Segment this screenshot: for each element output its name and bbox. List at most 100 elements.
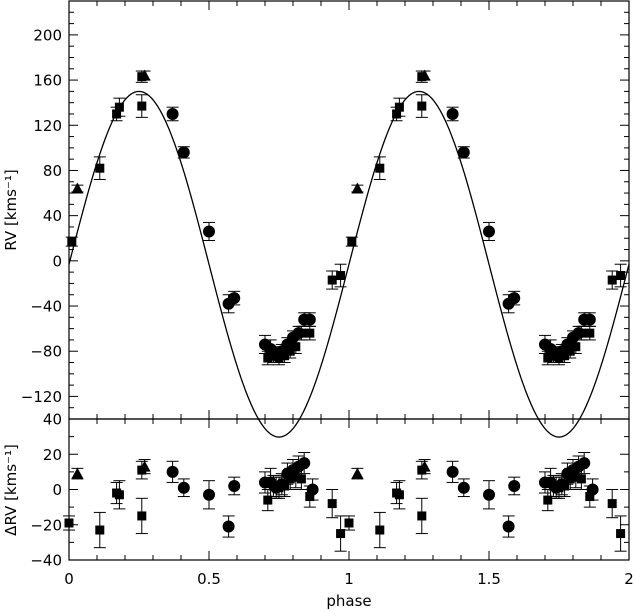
square-marker — [114, 490, 124, 500]
top-y-tick-label: −40 — [30, 298, 62, 316]
square-marker — [394, 102, 404, 112]
x-tick-label: 0.5 — [197, 570, 221, 588]
square-marker — [95, 163, 105, 173]
square-marker — [263, 353, 273, 363]
top-y-tick-label: 120 — [33, 117, 62, 135]
top-data-point-square — [415, 94, 428, 118]
top-data-point-square — [326, 270, 339, 290]
square-marker — [394, 490, 404, 500]
square-marker — [375, 525, 385, 535]
square-marker — [67, 237, 77, 247]
top-data-point-square — [345, 236, 358, 247]
square-marker — [607, 499, 617, 509]
bottom-data-point-square — [373, 511, 386, 549]
bottom-data-point-triangle — [418, 459, 431, 475]
square-marker — [554, 353, 564, 363]
top-data-point-circle — [508, 290, 521, 306]
bottom-data-point-square — [614, 515, 627, 552]
bottom-data-point-square — [553, 476, 565, 499]
square-marker — [560, 481, 570, 491]
square-marker — [548, 351, 558, 361]
x-tick-label: 1 — [344, 570, 354, 588]
top-data-point-triangle — [71, 182, 84, 194]
bottom-panel-ticks — [68, 418, 630, 561]
triangle-marker — [351, 467, 364, 479]
bottom-data-point-square — [135, 497, 148, 535]
circle-marker — [578, 457, 591, 470]
circle-marker — [228, 292, 241, 305]
square-marker — [280, 351, 290, 361]
top-data-point-circle — [203, 221, 215, 242]
circle-marker — [457, 481, 470, 494]
bottom-y-tick-label: 0 — [52, 481, 62, 499]
square-marker — [291, 342, 301, 352]
bottom-data-point-circle — [222, 515, 235, 538]
top-panel-ticks — [68, 0, 630, 420]
top-data-point-circle — [228, 290, 241, 306]
bottom-data-point-circle — [457, 478, 470, 498]
square-marker — [565, 474, 575, 484]
square-marker — [560, 351, 570, 361]
square-marker — [417, 101, 427, 111]
circle-marker — [457, 146, 470, 159]
top-data-point-square — [135, 94, 148, 118]
bottom-data-point-circle — [578, 451, 591, 475]
top-y-tick-label: 200 — [33, 26, 62, 44]
bottom-data-point-square — [113, 480, 126, 510]
square-marker — [347, 237, 357, 247]
square-marker — [114, 102, 124, 112]
bottom-data-point-square — [564, 467, 577, 490]
bottom-data-point-square — [393, 480, 406, 510]
triangle-marker — [138, 69, 151, 81]
top-data-point-square — [284, 343, 297, 359]
circle-marker — [177, 146, 190, 159]
top-data-point-square — [93, 156, 106, 180]
top-y-axis-label: RV [kms⁻¹] — [2, 169, 20, 250]
top-data-point-circle — [483, 221, 495, 242]
bottom-data-point-triangle — [351, 467, 364, 480]
model-rv-curve — [68, 90, 630, 438]
top-panel: −120 −80 −40 0 40 80 120 160 200 RV [kms⁻¹] — [2, 0, 630, 438]
circle-marker — [177, 481, 190, 494]
bottom-panel: −40 −20 0 20 40 0 0.5 1 1.5 2 ΔRV [kms⁻¹] phase — [2, 411, 634, 611]
top-data-point-square — [65, 236, 78, 247]
bottom-data-point-triangle — [71, 467, 84, 480]
square-marker — [280, 481, 290, 491]
bottom-data-point-circle — [508, 476, 521, 496]
square-marker — [616, 529, 626, 539]
bottom-data-point-square — [569, 466, 582, 489]
triangle-marker — [138, 460, 151, 472]
bottom-data-point-square — [343, 515, 355, 531]
circle-marker — [222, 520, 235, 533]
bottom-y-tick-label: 40 — [43, 411, 62, 429]
square-marker — [576, 328, 586, 338]
bottom-data-point-square — [326, 489, 339, 519]
square-marker — [291, 472, 301, 482]
bottom-data-point-square — [93, 511, 106, 549]
circle-marker — [166, 465, 179, 478]
circle-marker — [502, 520, 515, 533]
x-tick-label: 0 — [64, 570, 74, 588]
square-marker — [274, 483, 284, 493]
circle-marker — [483, 488, 495, 501]
bottom-y-tick-label: −40 — [30, 552, 62, 570]
square-marker — [585, 328, 595, 338]
triangle-marker — [71, 467, 84, 479]
top-data-point-square — [583, 325, 596, 341]
top-y-tick-label: 160 — [33, 72, 62, 90]
square-marker — [616, 271, 626, 281]
bottom-y-tick-label: −20 — [30, 516, 62, 534]
bottom-data-point-square — [295, 467, 308, 490]
square-marker — [392, 109, 402, 119]
top-data-point-square — [373, 156, 386, 180]
square-marker — [274, 353, 284, 363]
square-marker — [112, 109, 122, 119]
bottom-data-point-circle — [502, 515, 515, 538]
square-marker — [305, 492, 315, 502]
triangle-marker — [418, 69, 431, 81]
square-marker — [327, 275, 337, 285]
bottom-data-point-circle — [228, 476, 241, 496]
top-data-point-square — [303, 325, 316, 341]
bottom-data-point-triangle — [138, 459, 151, 475]
